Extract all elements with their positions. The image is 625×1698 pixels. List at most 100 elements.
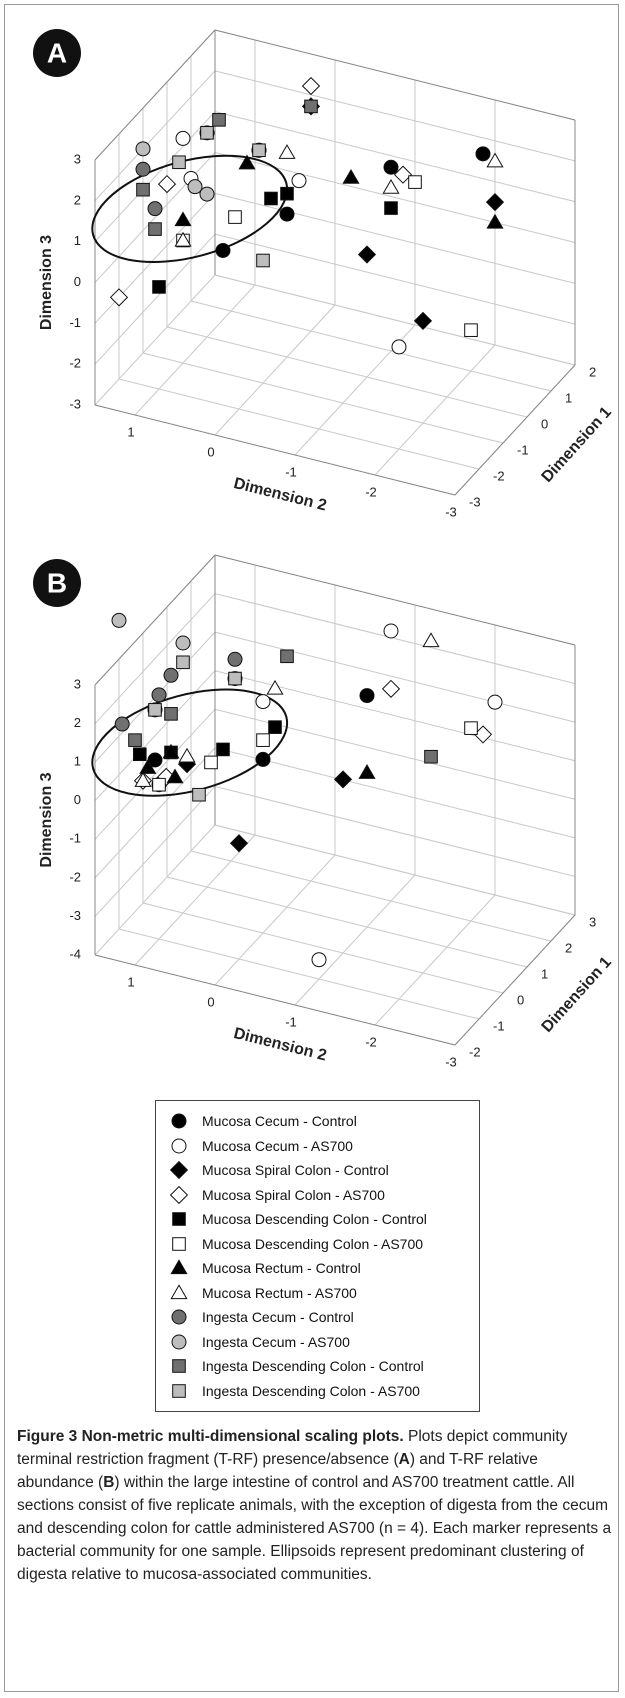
legend-swatch [170,1284,188,1299]
box-edge [454,364,576,496]
y-tick-label: -2 [365,484,377,499]
y-tick-label: 1 [127,974,134,989]
grid-line [294,874,416,1006]
grid-line [214,631,576,723]
y-tick-label: 0 [207,994,214,1009]
legend-label: Ingesta Descending Colon - AS700 [202,1382,420,1399]
marker [171,1138,187,1154]
marker [175,130,191,146]
marker [358,764,376,779]
grid-line [94,824,216,956]
grid-line [142,352,504,444]
z-tick-label: -2 [69,869,81,884]
marker [162,743,180,759]
z-tick-label: 3 [74,676,81,691]
legend-entry: Mucosa Rectum - Control [166,1256,469,1281]
x-tick-label: 3 [589,914,596,929]
marker [228,210,242,224]
marker [151,687,167,703]
marker [333,770,353,789]
x-tick-label: -2 [469,1044,481,1059]
marker [280,186,294,201]
marker [172,1236,186,1251]
legend-entry: Mucosa Descending Colon - AS700 [166,1232,469,1257]
marker [172,155,186,170]
legend-label: Mucosa Rectum - AS700 [202,1284,357,1301]
marker [136,182,150,197]
marker [228,671,242,686]
marker [311,952,327,968]
panel-label: A [47,37,67,68]
grid-line [214,824,576,916]
box-edge [94,954,456,1046]
grid-line [94,70,216,202]
grid-line [190,300,552,392]
panel-badge [33,559,81,607]
z-tick-label: 1 [74,233,81,248]
panel-badge [33,29,81,77]
legend-swatch [171,1113,187,1129]
box-edge [94,29,216,161]
z-tick-label: 1 [74,754,81,769]
legend-entry: Mucosa Cecum - Control [166,1109,469,1134]
y-axis-title: Dimension 2 [232,475,329,515]
legend-entry: Ingesta Cecum - Control [166,1305,469,1330]
panel-b: -2 -1 0 1 2 3 -3 -2 -1 0 1 -4 -3 -2 -1 0 1 2 3 Dimension 3 D… [33,554,615,1069]
marker [255,751,271,767]
marker [166,768,184,784]
panel-label: B [47,567,67,598]
grid-line [134,834,256,966]
y-tick-label: 0 [207,444,214,459]
marker [174,211,192,227]
legend-label: Mucosa Cecum - AS700 [202,1137,353,1154]
grid-line [134,284,256,416]
marker [279,206,295,222]
legend-entry: Mucosa Spiral Colon - Control [166,1158,469,1183]
marker [384,201,398,215]
marker [148,222,162,236]
marker [172,1212,186,1227]
legend-label: Mucosa Descending Colon - AS700 [202,1235,424,1252]
legend-entry: Mucosa Cecum - AS700 [166,1134,469,1159]
z-tick-label: -4 [69,946,81,961]
marker [422,632,440,648]
marker [175,635,191,651]
marker [268,720,282,734]
marker [280,649,294,664]
marker [278,144,296,159]
marker [171,1334,187,1350]
grid-line [94,593,216,724]
grid-line [214,785,576,877]
marker [238,154,256,170]
y-tick-label: -2 [365,1034,377,1049]
grid-line [94,233,216,365]
marker [486,152,504,168]
legend-entry: Mucosa Spiral Colon - AS700 [166,1183,469,1208]
marker [169,1185,189,1204]
marker [383,159,399,175]
z-tick-label: -1 [69,315,81,330]
x-tick-label: -2 [493,468,505,483]
z-tick-label: -1 [69,831,81,846]
marker [485,192,505,212]
legend-swatch [172,1383,186,1398]
x-tick-label: 0 [541,416,548,431]
marker [172,1383,186,1398]
marker [229,834,249,853]
z-tick-label: -2 [69,356,81,371]
grid-line [94,274,216,406]
legend-swatch [172,1359,186,1374]
x-tick-label: 1 [565,390,572,405]
marker [408,175,422,189]
x-axis-title: Dimension 1 [539,954,615,1036]
y-axis-title: Dimension 2 [232,1025,329,1065]
box-edge [214,29,576,121]
x-tick-label: -1 [517,442,529,457]
z-tick-label: 3 [74,151,81,166]
grid-line [374,344,496,476]
legend-swatch [171,1334,187,1350]
grid-line [214,192,576,284]
legend-swatch [169,1161,189,1180]
marker [163,667,179,683]
marker [169,1161,189,1180]
